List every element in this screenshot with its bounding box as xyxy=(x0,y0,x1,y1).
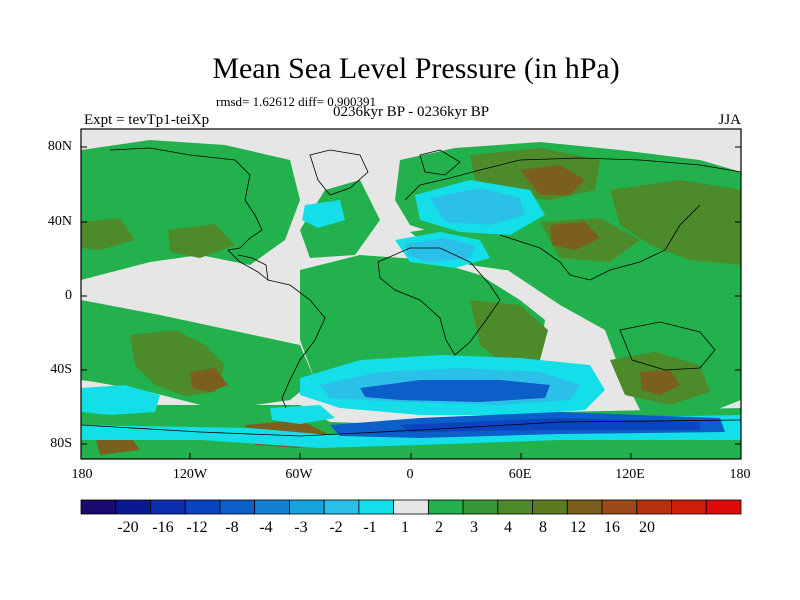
pressure-field xyxy=(81,129,741,459)
colorbar-swatch xyxy=(150,499,186,515)
cb-label-1: 1 xyxy=(401,519,409,536)
colorbar-swatch xyxy=(462,499,499,515)
cb-label-3: 3 xyxy=(470,519,478,536)
rmsd-diff-stats: rmsd= 1.62612 diff= 0.900391 xyxy=(216,94,376,109)
colorbar-swatch xyxy=(115,499,151,515)
lon-label-120w: 120W xyxy=(172,467,208,482)
experiment-label: Expt = tevTp1-teiXp xyxy=(84,112,210,128)
colorbar-swatch xyxy=(289,499,325,515)
lon-label-180e: 180 xyxy=(729,467,751,482)
period-label: 0236kyr BP - 0236kyr BP xyxy=(332,104,490,120)
colorbar-swatch xyxy=(427,499,464,515)
colorbar-swatch xyxy=(393,499,429,515)
cb-label-8: 8 xyxy=(539,519,547,536)
season-label: JJA xyxy=(718,112,741,128)
cb-label-4: 4 xyxy=(504,519,512,536)
cb-label-m2: -2 xyxy=(329,519,343,536)
lon-label-120e: 120E xyxy=(615,467,645,482)
colorbar-swatch xyxy=(705,499,742,515)
colorbar-swatch xyxy=(184,499,221,515)
lat-label-80s: 80S xyxy=(50,436,72,451)
lon-label-60e: 60E xyxy=(508,467,532,482)
colorbar-swatch xyxy=(601,499,638,515)
colorbar-swatch xyxy=(497,499,533,515)
map-frame xyxy=(80,128,742,460)
colorbar-swatch xyxy=(323,499,360,515)
cb-label-m3: -3 xyxy=(294,519,308,536)
cb-label-2: 2 xyxy=(435,519,443,536)
lon-label-60w: 60W xyxy=(285,467,313,482)
lat-label-eq: 0 xyxy=(65,288,72,303)
colorbar-swatch xyxy=(636,499,672,515)
cb-label-m20: -20 xyxy=(117,519,139,536)
map-title: Mean Sea Level Pressure (in hPa) xyxy=(212,52,620,85)
lat-label-40n: 40N xyxy=(47,214,72,229)
cb-label-16: 16 xyxy=(604,519,620,536)
lat-label-40s: 40S xyxy=(50,362,72,377)
colorbar-swatch xyxy=(566,499,603,515)
coastlines xyxy=(81,147,741,437)
cb-label-m1: -1 xyxy=(363,519,377,536)
cb-label-20: 20 xyxy=(639,519,655,536)
cb-label-m4: -4 xyxy=(259,519,273,536)
colorbar-swatch xyxy=(219,499,256,515)
lon-label-0: 0 xyxy=(406,467,414,482)
colorbar-swatch xyxy=(532,499,568,515)
colorbar-swatch xyxy=(80,499,117,515)
colorbar xyxy=(80,499,742,515)
lon-label-180w: 180 xyxy=(71,467,93,482)
colorbar-swatch xyxy=(254,499,290,515)
cb-label-m12: -12 xyxy=(186,519,208,536)
colorbar-swatch xyxy=(671,499,707,515)
lat-label-80n: 80N xyxy=(47,139,72,154)
cb-label-m8: -8 xyxy=(225,519,239,536)
cb-label-m16: -16 xyxy=(152,519,174,536)
map-ticks xyxy=(81,146,741,459)
colorbar-swatch xyxy=(358,499,395,515)
cb-label-12: 12 xyxy=(570,519,586,536)
